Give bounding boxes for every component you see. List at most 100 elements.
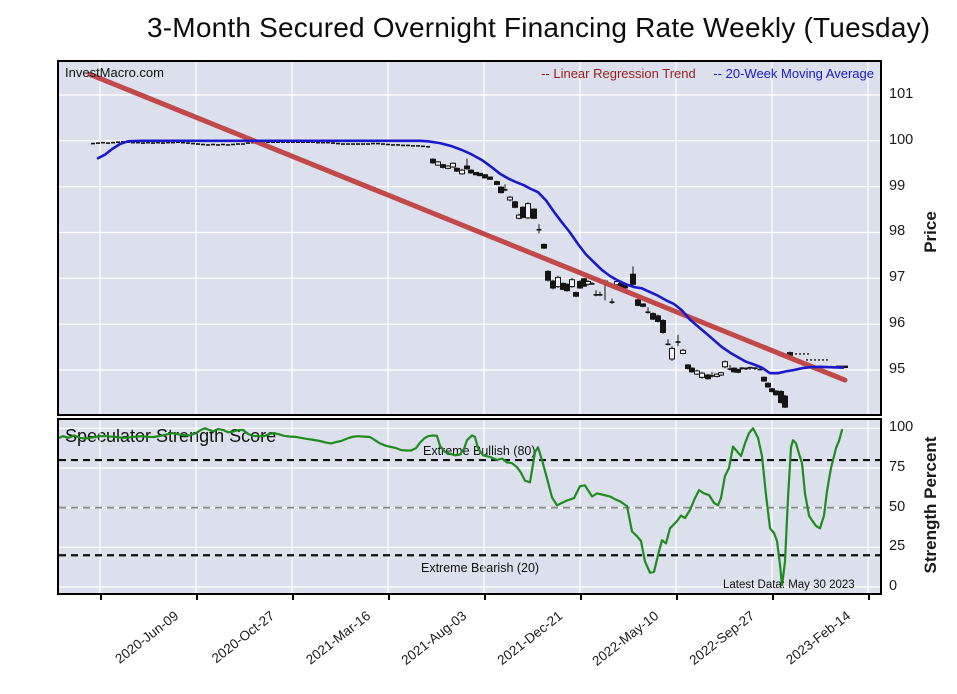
candle-doji	[739, 367, 745, 369]
candle-doji	[101, 141, 105, 144]
candle-doji	[361, 143, 365, 145]
candle-up	[445, 165, 451, 169]
candle-doji	[743, 367, 749, 370]
candle-up	[722, 361, 728, 368]
candle-down	[650, 313, 656, 320]
candle-doji	[241, 143, 245, 145]
candle-down	[635, 299, 641, 306]
x-axis-tick	[100, 595, 102, 600]
candle-doji	[675, 341, 681, 343]
candle-doji	[151, 142, 155, 144]
x-axis-tick	[580, 595, 582, 600]
legend-ma-entry: -- 20-Week Moving Average	[713, 66, 874, 81]
price-tick-label: 101	[889, 86, 914, 102]
candle-down	[464, 165, 470, 170]
candle-doji	[201, 143, 205, 146]
candle-doji	[281, 141, 285, 144]
candle-doji	[141, 142, 145, 144]
candle-doji	[156, 141, 160, 144]
candle-doji	[161, 142, 165, 144]
candle-doji	[331, 142, 335, 144]
candle-down	[655, 315, 661, 322]
candle-doji	[131, 141, 135, 144]
candle-doji	[301, 141, 305, 144]
strength-tick-label: 25	[889, 538, 906, 555]
price-chart-plot	[59, 62, 880, 414]
candle-down	[487, 176, 493, 180]
candle-doji	[106, 142, 110, 144]
candle-doji	[136, 141, 140, 144]
candle-down	[564, 283, 570, 292]
candle-down	[769, 388, 775, 393]
page-title: 3-Month Secured Overnight Financing Rate…	[147, 12, 931, 43]
candle-down	[630, 273, 636, 285]
candle-doji	[271, 141, 275, 144]
candle-up	[435, 161, 441, 166]
strength-tick-label: 75	[889, 458, 906, 475]
price-tick-label: 97	[889, 269, 906, 286]
candle-doji	[216, 144, 220, 146]
price-tick-label: 98	[889, 223, 906, 240]
candle-up	[459, 169, 465, 175]
candle-doji	[597, 294, 603, 296]
candle-down	[512, 201, 518, 208]
legend: -- Linear Regression Trend -- 20-Week Mo…	[541, 66, 874, 81]
x-axis-tick	[772, 595, 774, 600]
candle-doji	[386, 143, 390, 146]
legend-regression-entry: -- Linear Regression Trend	[541, 66, 696, 81]
candle-doji	[226, 144, 230, 146]
candle-doji	[396, 144, 400, 146]
candle-doji	[116, 141, 120, 144]
candle-doji	[709, 375, 715, 377]
candle-doji	[346, 143, 350, 145]
candle-doji	[411, 145, 415, 147]
candle-down	[705, 374, 711, 380]
x-axis-date-label: 2021-Aug-03	[398, 608, 470, 668]
candle-down	[622, 285, 628, 289]
candle-doji	[91, 142, 95, 145]
candle-down	[541, 243, 547, 249]
candle-doji	[502, 189, 508, 191]
candle-up	[525, 203, 531, 219]
candle-doji	[186, 142, 190, 144]
strength-tick-label: 100	[889, 419, 914, 436]
candle-doji	[376, 142, 380, 145]
regression-trend-line	[87, 71, 848, 383]
strength-chart-plot	[59, 420, 880, 593]
candle-down	[440, 164, 446, 168]
candle-doji	[166, 141, 170, 144]
x-axis-tick	[676, 595, 678, 600]
candle-doji	[421, 145, 425, 148]
candle-down	[765, 382, 771, 388]
candle-doji	[206, 144, 210, 146]
candle-doji	[221, 143, 225, 146]
candle-doji	[231, 143, 235, 146]
candle-down	[468, 169, 474, 174]
candle-doji	[351, 143, 355, 145]
x-axis-tick	[292, 595, 294, 600]
strength-tick-label: 50	[889, 498, 906, 515]
candle-down	[482, 174, 488, 179]
strength-score-line	[59, 427, 844, 587]
candle-down	[454, 167, 460, 172]
candle-up	[450, 162, 456, 168]
candle-up	[680, 349, 686, 354]
candle-doji	[266, 141, 270, 144]
strength-tick-label: 0	[889, 578, 898, 594]
candle-doji	[426, 145, 430, 148]
latest-data-label: Latest Data: May 30 2023	[723, 579, 855, 591]
candle-doji	[391, 144, 395, 146]
candle-doji	[276, 141, 280, 144]
x-axis-tick	[484, 595, 486, 600]
price-tick-label: 95	[889, 360, 906, 377]
candle-down	[640, 303, 646, 307]
candle-doji	[341, 143, 345, 145]
candle-down	[550, 280, 556, 289]
candle-down	[660, 319, 666, 333]
candle-doji	[727, 368, 733, 370]
price-panel: InvestMacro.com -- Linear Regression Tre…	[57, 60, 882, 416]
price-tick-label: 99	[889, 177, 906, 194]
price-tick-label: 100	[889, 131, 914, 148]
candle-doji	[536, 228, 542, 231]
